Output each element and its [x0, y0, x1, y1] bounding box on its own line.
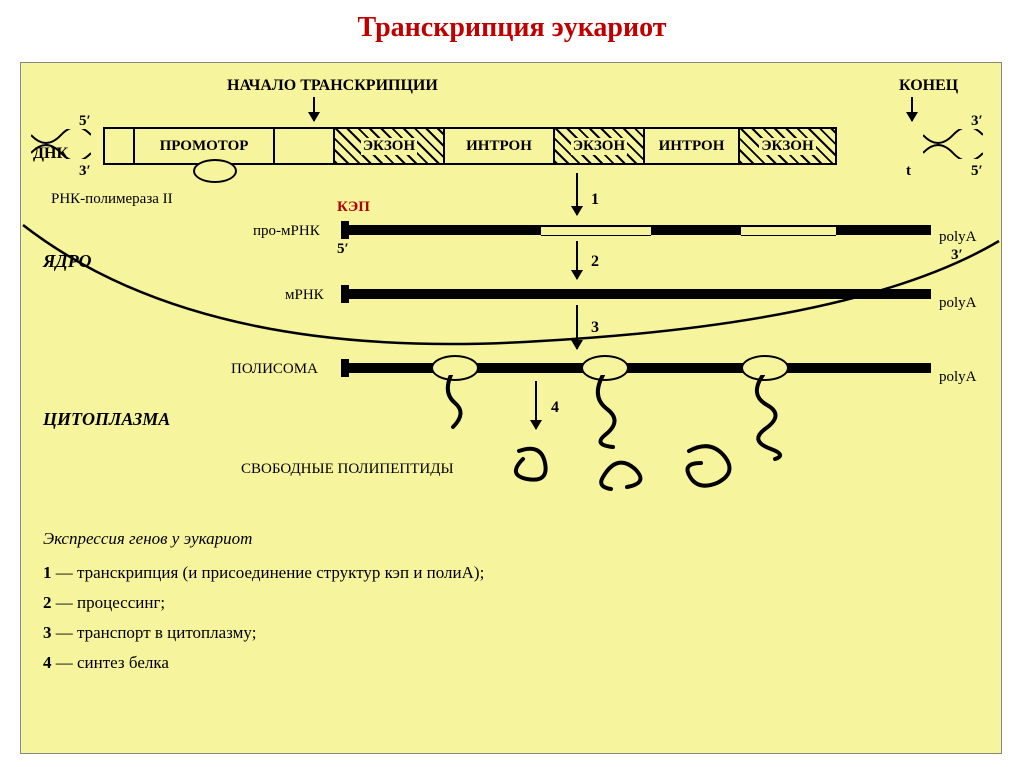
- label-transcription-start: НАЧАЛО ТРАНСКРИПЦИИ: [227, 77, 438, 95]
- peptide-chain-icon: [589, 375, 639, 449]
- label-dna: ДНК: [33, 145, 68, 163]
- legend-item-3: 3 — транспорт в цитоплазму;: [43, 623, 256, 643]
- step-number-1: 1: [591, 191, 599, 209]
- label-polysome: ПОЛИСОМА: [231, 361, 318, 378]
- label-cap: КЭП: [337, 199, 370, 216]
- peptide-chain-icon: [747, 375, 807, 461]
- legend-item-1: 1 — транскрипция (и присоединение структ…: [43, 563, 484, 583]
- label-cytoplasm: ЦИТОПЛАЗМА: [43, 409, 170, 430]
- label-rna-polymerase: РНК-полимераза II: [51, 191, 173, 208]
- rna-polymerase-icon: [193, 159, 237, 183]
- label-free-polypeptides: СВОБОДНЫЕ ПОЛИПЕПТИДЫ: [241, 461, 454, 478]
- spacer-box: [275, 129, 335, 163]
- free-peptide-icon: [511, 443, 561, 493]
- gene-box-промотор: ПРОМОТОР: [135, 129, 275, 163]
- legend-title: Экспрессия генов у эукариот: [43, 529, 252, 549]
- page-title: Транскрипция эукариот: [0, 0, 1024, 52]
- label-transcription-end: КОНЕЦ: [899, 77, 958, 95]
- arrow-transcription-start: [313, 97, 315, 121]
- dna-row: ПРОМОТОРЭКЗОНИНТРОНЭКЗОНИНТРОНЭКЗОН: [31, 121, 991, 171]
- free-peptide-icon: [597, 447, 653, 493]
- exon-box: ЭКЗОН: [555, 129, 645, 163]
- gene-box-интрон: ИНТРОН: [445, 129, 555, 163]
- spacer-box: [105, 129, 135, 163]
- free-peptide-icon: [681, 441, 745, 495]
- gene-box-интрон: ИНТРОН: [645, 129, 740, 163]
- arrow-step-4: [535, 381, 537, 429]
- helix-right-icon: [923, 129, 983, 159]
- arrow-step-3: [576, 305, 578, 349]
- label-polya-3: polyA: [939, 369, 977, 386]
- nuclear-membrane-icon: [21, 223, 1001, 373]
- step-number-3: 3: [591, 319, 599, 337]
- diagram-area: НАЧАЛО ТРАНСКРИПЦИИ КОНЕЦ 5′ 3′ 3′ 5′ t …: [20, 62, 1002, 754]
- arrow-step-1: [576, 173, 578, 215]
- exon-box: ЭКЗОН: [335, 129, 445, 163]
- legend-item-4: 4 — синтез белка: [43, 653, 169, 673]
- step-number-4: 4: [551, 399, 559, 417]
- polysome-bar: [341, 363, 931, 373]
- cap-icon-3: [341, 359, 349, 377]
- peptide-chain-icon: [439, 375, 479, 435]
- legend-item-2: 2 — процессинг;: [43, 593, 165, 613]
- exon-box: ЭКЗОН: [740, 129, 835, 163]
- arrow-transcription-end: [911, 97, 913, 121]
